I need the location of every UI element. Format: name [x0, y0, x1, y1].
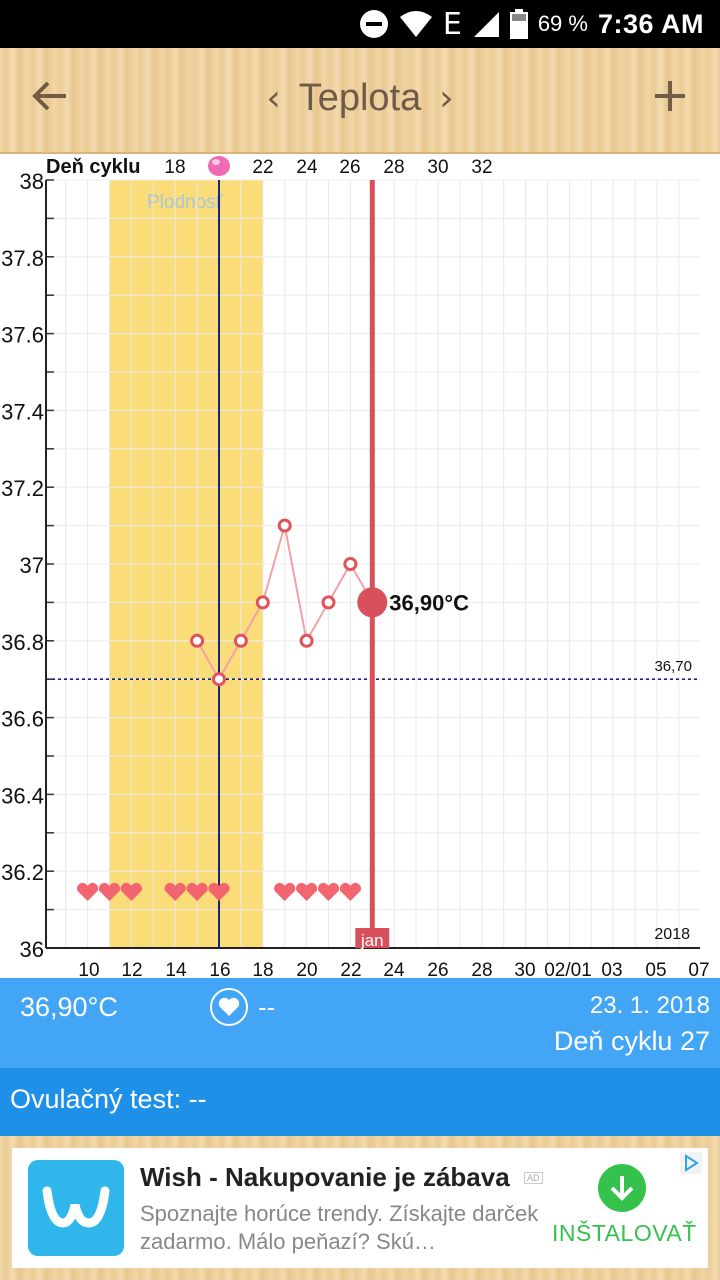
dnd-icon: [359, 10, 388, 38]
heart-icon: [77, 882, 99, 901]
cycle-day-label: Deň cyklu 27: [553, 1026, 710, 1056]
info-bar[interactable]: 36,90°C -- 23. 1. 2018 Deň cyklu 27: [0, 978, 720, 1068]
heart-icon: [186, 882, 208, 901]
battery-icon: [509, 9, 528, 39]
ad-title[interactable]: Wish - Nakupovanie je zábava: [140, 1162, 510, 1192]
x-tick-label: 22: [340, 960, 361, 978]
temperature-point: [255, 595, 270, 610]
x-tick-label: 18: [252, 960, 273, 978]
heart-icon: [98, 882, 121, 901]
x-tick-label: 02/01: [544, 960, 592, 978]
month-marker: [355, 928, 390, 948]
status-time: 7:36 AM: [597, 8, 704, 39]
signal-icon: [473, 12, 499, 37]
x-tick-label: 20: [296, 960, 317, 978]
y-tick-label: 37.2: [1, 476, 44, 501]
cycle-day-tick: 24: [296, 157, 318, 178]
cycle-day-tick: 26: [339, 157, 360, 178]
y-tick-label: 37.6: [1, 323, 44, 348]
temperature-point: [277, 518, 292, 533]
y-tick-label: 38: [20, 169, 44, 194]
selected-temperature-label: 36,90°C: [389, 590, 469, 615]
temperature-point: [212, 672, 226, 687]
cycle-day-tick: 18: [164, 157, 185, 178]
chevron-right-icon[interactable]: ›: [439, 77, 454, 119]
adchoices-icon[interactable]: [680, 1152, 702, 1174]
title-nav: ‹ Teplota ›: [230, 70, 490, 126]
ad-tag: AD: [524, 1172, 543, 1184]
cycle-day-tick: 32: [471, 157, 492, 178]
heart-icon: [208, 882, 230, 901]
x-tick-label: 14: [165, 960, 187, 978]
cycle-day-tick: 28: [383, 157, 404, 178]
cycle-day-axis-label: Deň cyklu: [46, 156, 140, 178]
heart-icon: [339, 882, 361, 901]
year-label: 2018: [654, 926, 690, 943]
back-button[interactable]: [20, 66, 80, 126]
selected-date: 23. 1. 2018: [589, 992, 710, 1019]
heart-icon: [120, 882, 142, 901]
chevron-left-icon[interactable]: ‹: [266, 77, 281, 119]
chart-svg: Plodnosť 38 37.8 37.6 37.4 37.2 37 36.8 36.6 36.4…: [1, 156, 710, 978]
heart-icon: [317, 882, 340, 901]
y-tick-label: 37: [20, 553, 44, 578]
arrow-left-icon: [32, 81, 66, 111]
temperature-point: [233, 633, 248, 648]
install-button[interactable]: INŠTALOVAŤ: [552, 1220, 697, 1246]
heart-icon: [296, 882, 318, 901]
temperature-point: [299, 633, 314, 648]
y-tick-label: 36.6: [1, 707, 44, 732]
heart-icon: [164, 882, 186, 901]
plus-icon: [655, 81, 685, 111]
x-tick-label: 28: [471, 960, 492, 978]
x-tick-label: 05: [645, 960, 666, 978]
y-tick-label: 36.8: [1, 630, 44, 655]
toolbar: ‹ Teplota ›: [0, 48, 720, 154]
wish-logo-icon[interactable]: [28, 1160, 124, 1256]
y-tick-label: 36: [20, 937, 44, 962]
temperature-point: [343, 557, 358, 571]
x-tick-label: 03: [601, 960, 622, 978]
wifi-icon: [399, 11, 432, 37]
ovulation-test-label: Ovulačný test: --: [10, 1084, 207, 1114]
y-tick-label: 36.4: [1, 783, 44, 808]
coverline-label: 36,70: [654, 658, 692, 675]
heart-circle-icon[interactable]: [210, 988, 248, 1026]
page-title: Teplota: [298, 76, 422, 119]
status-icons: E 69 % 7:36 AM: [359, 0, 704, 48]
x-tick-label: 24: [383, 960, 405, 978]
x-tick-label: 10: [78, 960, 99, 978]
cycle-day-tick: 22: [252, 157, 273, 178]
add-button[interactable]: [640, 66, 700, 126]
temperature-point: [190, 633, 205, 648]
battery-percent: 69 %: [537, 11, 588, 36]
heart-icon: [274, 882, 296, 901]
ovulation-marker-icon: [208, 156, 230, 176]
ad-banner[interactable]: Wish - Nakupovanie je zábava AD Spoznajt…: [12, 1148, 708, 1268]
fertile-window-label: Plodnosť: [147, 192, 224, 213]
x-tick-label: 12: [121, 960, 142, 978]
current-temperature: 36,90°C: [20, 992, 118, 1022]
status-bar: E 69 % 7:36 AM: [0, 0, 720, 48]
temperature-point: [321, 595, 336, 610]
x-tick-label: 16: [209, 960, 230, 978]
temperature-chart[interactable]: Plodnosť 38 37.8 37.6 37.4 37.2 37 36.8 36.6 36.4…: [0, 154, 720, 978]
download-icon[interactable]: [598, 1164, 646, 1212]
month-marker-label: jan: [360, 931, 384, 950]
cycle-day-tick: 30: [427, 157, 448, 178]
y-tick-label: 37.8: [1, 246, 44, 271]
y-tick-label: 37.4: [1, 399, 44, 424]
selected-temperature-point: [357, 587, 388, 618]
x-tick-label: 30: [514, 960, 535, 978]
sex-value: --: [258, 992, 276, 1022]
x-tick-label: 26: [427, 960, 448, 978]
ovulation-marker-highlight: [212, 159, 220, 165]
ad-description: Spoznajte horúce trendy. Získajte darček…: [140, 1201, 539, 1254]
network-type-label: E: [442, 6, 462, 42]
y-tick-label: 36.2: [1, 860, 44, 885]
x-tick-label: 07: [688, 960, 709, 978]
ovulation-test-bar[interactable]: Ovulačný test: --: [0, 1068, 720, 1136]
